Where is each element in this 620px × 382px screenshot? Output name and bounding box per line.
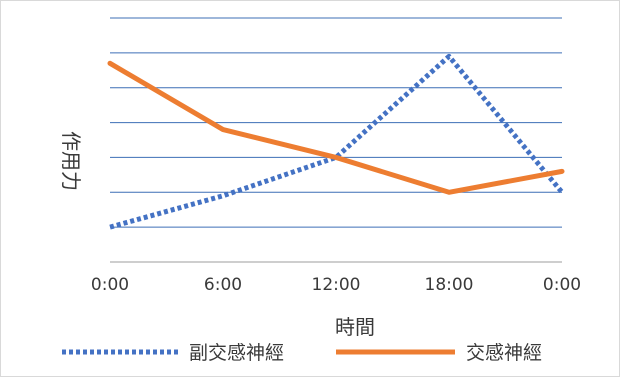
- legend-label-sympathetic: 交感神經: [466, 342, 542, 364]
- y-axis-title: 作用力: [59, 131, 83, 191]
- x-tick-label: 0:00: [543, 275, 581, 295]
- series-lines: [107, 53, 565, 230]
- parasympathetic-series-line: [109, 53, 564, 230]
- gridlines: [110, 17, 562, 263]
- legend-label-parasympathetic: 副交感神經: [189, 342, 284, 364]
- x-tick-label: 6:00: [204, 275, 242, 295]
- x-axis-ticks: 0:00 6:00 12:00 18:00 0:00: [91, 275, 581, 295]
- sympathetic-series-line: [107, 60, 565, 195]
- x-tick-label: 12:00: [312, 275, 361, 295]
- x-axis-title: 時間: [335, 315, 375, 339]
- x-tick-label: 18:00: [425, 275, 474, 295]
- x-tick-label: 0:00: [91, 275, 129, 295]
- legend: 副交感神經 交感神經: [62, 342, 542, 364]
